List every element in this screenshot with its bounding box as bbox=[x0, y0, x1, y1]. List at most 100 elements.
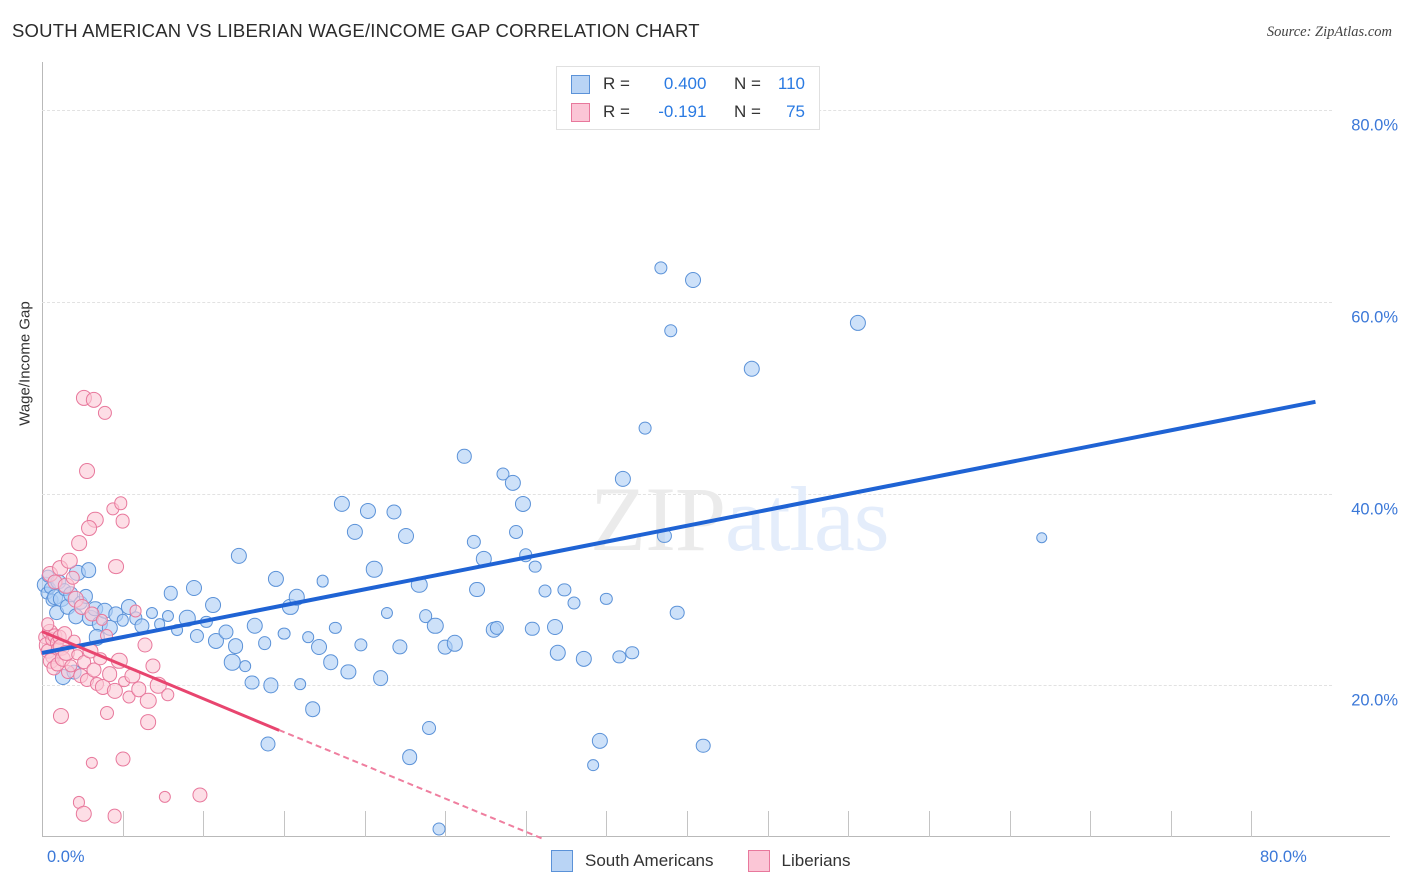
scatter-point bbox=[638, 421, 652, 435]
scatter-point bbox=[657, 528, 672, 543]
scatter-point bbox=[230, 547, 247, 565]
scatter-point bbox=[475, 550, 492, 568]
gridline bbox=[42, 493, 1332, 495]
x-tick-mark bbox=[928, 811, 930, 837]
x-tick-mark bbox=[445, 811, 447, 837]
y-axis-title: Wage/Income Gap bbox=[16, 301, 34, 426]
scatter-point bbox=[446, 635, 463, 652]
scatter-point bbox=[398, 527, 415, 544]
scatter-point bbox=[163, 586, 179, 601]
scatter-point bbox=[99, 628, 114, 643]
scatter-point bbox=[359, 502, 376, 519]
n-value-blue: 110 bbox=[777, 74, 805, 93]
n-label-blue: N = bbox=[734, 74, 761, 93]
scatter-point bbox=[80, 562, 97, 579]
scatter-point bbox=[80, 520, 97, 537]
scatter-point bbox=[614, 471, 631, 488]
scatter-point bbox=[392, 639, 408, 655]
x-tick-mark bbox=[1009, 811, 1011, 837]
source-label: Source: ZipAtlas.com bbox=[1266, 24, 1392, 40]
scatter-point bbox=[61, 552, 78, 569]
scatter-point bbox=[311, 639, 328, 656]
watermark-atlas: atlas bbox=[725, 468, 890, 570]
scatter-point bbox=[518, 548, 533, 562]
x-axis-tick-label: 80.0% bbox=[1260, 848, 1307, 866]
scatter-point bbox=[411, 576, 428, 593]
scatter-point bbox=[263, 677, 279, 694]
scatter-point bbox=[260, 736, 276, 752]
scatter-point bbox=[189, 628, 204, 643]
series-legend: South Americans Liberians bbox=[551, 850, 851, 872]
y-axis-tick-label: 80.0% bbox=[1351, 116, 1398, 135]
scatter-point bbox=[529, 560, 542, 573]
scatter-point bbox=[1035, 531, 1048, 544]
x-axis-tick-label: 0.0% bbox=[47, 848, 85, 866]
stats-row-blue: R = 0.400 N = 110 bbox=[571, 70, 805, 98]
scatter-point bbox=[381, 606, 394, 619]
x-tick-mark bbox=[525, 811, 527, 837]
scatter-point bbox=[85, 391, 102, 408]
scatter-point bbox=[524, 621, 540, 637]
scatter-point bbox=[587, 759, 600, 771]
scatter-point bbox=[227, 638, 244, 655]
x-tick-mark bbox=[1170, 811, 1172, 837]
scatter-point bbox=[422, 720, 436, 735]
scatter-point bbox=[185, 579, 202, 596]
scatter-point bbox=[546, 618, 563, 635]
scatter-point bbox=[322, 654, 339, 671]
scatter-point bbox=[107, 808, 122, 824]
scatter-point bbox=[333, 496, 351, 513]
scatter-point bbox=[267, 570, 284, 588]
scatter-point bbox=[685, 271, 702, 288]
scatter-point bbox=[664, 323, 678, 338]
legend-item-south-americans[interactable]: South Americans bbox=[551, 850, 714, 872]
swatch-liberians-icon bbox=[571, 102, 590, 122]
x-tick-mark bbox=[122, 811, 124, 837]
scatter-point bbox=[567, 596, 581, 610]
legend-label-south-americans: South Americans bbox=[585, 851, 714, 870]
scatter-point bbox=[549, 644, 567, 662]
scatter-point bbox=[224, 654, 241, 671]
r-label-pink: R = bbox=[603, 102, 630, 121]
scatter-point bbox=[53, 708, 70, 725]
scatter-point bbox=[401, 749, 418, 766]
x-tick-mark bbox=[767, 811, 769, 837]
scatter-point bbox=[849, 314, 867, 331]
scatter-point bbox=[111, 652, 128, 669]
x-tick-mark bbox=[203, 811, 205, 837]
scatter-point bbox=[509, 525, 524, 539]
scatter-point bbox=[204, 596, 221, 613]
scatter-point bbox=[591, 732, 609, 750]
legend-label-liberians: Liberians bbox=[781, 851, 851, 870]
scatter-point bbox=[65, 570, 80, 586]
scatter-point bbox=[514, 496, 531, 513]
scatter-point bbox=[79, 462, 96, 479]
scatter-point bbox=[129, 604, 142, 618]
scatter-point bbox=[489, 620, 504, 635]
scatter-point bbox=[277, 627, 291, 641]
scatter-point bbox=[140, 692, 157, 710]
scatter-point bbox=[85, 756, 99, 770]
scatter-point bbox=[372, 669, 389, 686]
scatter-point bbox=[145, 606, 158, 619]
scatter-point bbox=[340, 664, 356, 680]
x-tick-mark bbox=[364, 811, 366, 837]
x-tick-mark bbox=[283, 811, 285, 837]
legend-item-liberians[interactable]: Liberians bbox=[747, 850, 851, 872]
scatter-point bbox=[612, 650, 626, 664]
scatter-point bbox=[457, 448, 472, 464]
scatter-point bbox=[145, 658, 161, 674]
scatter-point bbox=[171, 623, 184, 636]
scatter-point bbox=[134, 618, 150, 634]
scatter-point bbox=[294, 678, 306, 691]
r-label-blue: R = bbox=[603, 74, 630, 93]
scatter-point bbox=[432, 822, 446, 836]
plot-area: ZIPatlas bbox=[37, 62, 1332, 839]
scatter-point bbox=[115, 751, 131, 767]
page-title: SOUTH AMERICAN VS LIBERIAN WAGE/INCOME G… bbox=[12, 20, 700, 41]
scatter-point bbox=[71, 535, 87, 552]
scatter-point bbox=[557, 582, 572, 597]
scatter-point bbox=[108, 558, 125, 575]
legend-swatch-liberians-icon bbox=[747, 850, 770, 872]
r-value-blue: 0.400 bbox=[663, 74, 707, 93]
